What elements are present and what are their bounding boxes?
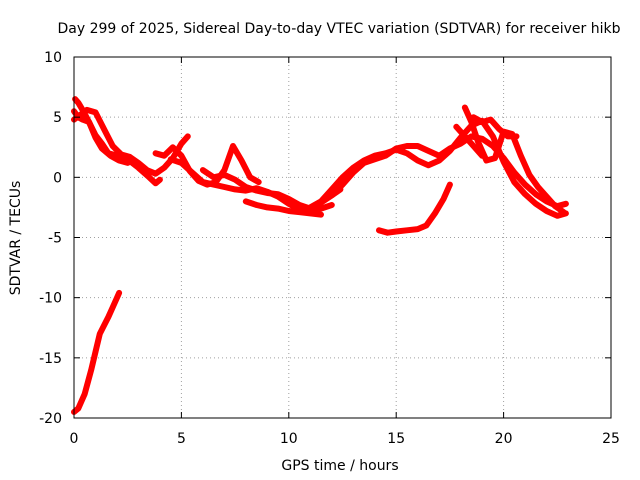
series-arc-8 xyxy=(242,198,324,218)
series-arc-4 xyxy=(72,96,131,166)
x-tick-label: 10 xyxy=(280,431,298,447)
grid-lines xyxy=(74,57,611,418)
y-tick-label: -15 xyxy=(39,351,62,367)
x-tick-label: 20 xyxy=(495,431,513,447)
y-tick-label: 10 xyxy=(44,50,62,66)
x-axis-ticks: 0 5 10 15 20 25 xyxy=(70,57,620,447)
y-axis-label: SDTVAR / TECUs xyxy=(8,181,24,296)
x-axis-label: GPS time / hours xyxy=(281,458,398,474)
x-tick-label: 0 xyxy=(70,431,79,447)
x-tick-label: 25 xyxy=(602,431,620,447)
y-tick-label: 5 xyxy=(53,110,62,126)
data-series xyxy=(71,96,569,415)
series-arc-13 xyxy=(470,114,520,140)
series-arc-14 xyxy=(453,123,486,159)
y-tick-label: -5 xyxy=(48,231,62,247)
series-arc-11 xyxy=(376,181,453,236)
series-arc-5 xyxy=(152,143,262,188)
x-tick-label: 5 xyxy=(177,431,186,447)
y-tick-label: -10 xyxy=(39,291,62,307)
series-arc-1 xyxy=(71,289,123,415)
x-tick-label: 15 xyxy=(387,431,405,447)
y-tick-label: 0 xyxy=(53,170,62,186)
y-tick-label: -20 xyxy=(39,411,62,427)
chart-title: Day 299 of 2025, Sidereal Day-to-day VTE… xyxy=(58,21,621,37)
series-arc-10 xyxy=(328,133,569,210)
y-axis-ticks: -20 -15 -10 -5 0 5 10 xyxy=(39,50,611,427)
series-arc-9 xyxy=(307,117,569,219)
